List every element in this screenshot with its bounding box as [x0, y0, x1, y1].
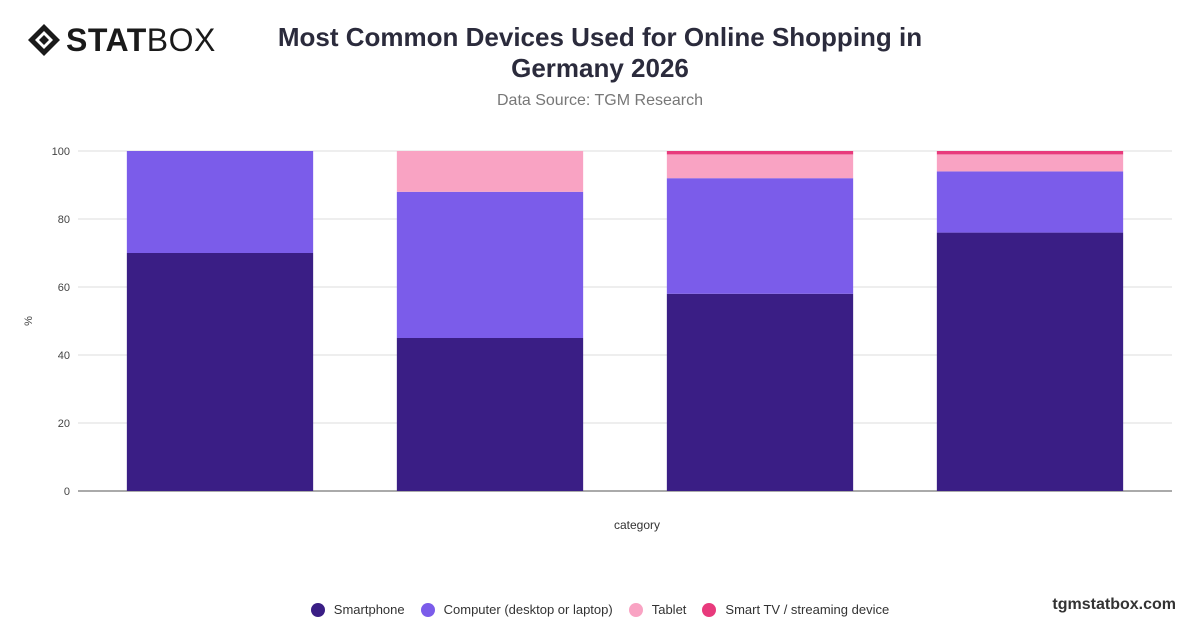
chart-legend: Smartphone Computer (desktop or laptop) Ta… [0, 602, 1200, 617]
stacked-bar-chart: 0 20 40 60 80 100% category [23, 146, 1172, 532]
logo-text: STATBOX [66, 22, 216, 58]
chart-subtitle: Data Source: TGM Research [496, 92, 703, 109]
y-tick-label: 80 [58, 214, 70, 226]
legend-label: Smart TV / streaming device [725, 602, 890, 617]
y-tick-label: 60 [58, 282, 70, 294]
bar-tablet [396, 151, 584, 192]
bar-smart-tv-streaming-device [666, 151, 854, 155]
bar-computer-desktop-or-laptop [666, 178, 854, 294]
legend-item: Tablet [628, 602, 687, 617]
legend-swatch [310, 602, 325, 617]
bar-smartphone [126, 253, 314, 491]
y-axis-label: % [23, 316, 35, 326]
bar-smartphone [666, 293, 854, 491]
legend-swatch [628, 602, 643, 617]
legend-item: Computer (desktop or laptop) [420, 602, 613, 617]
logo-text-strong: STAT [66, 22, 147, 58]
y-tick-label: 100 [52, 146, 70, 158]
bar-tablet [666, 154, 854, 179]
legend-label: Smartphone [333, 602, 405, 617]
legend-item: Smartphone [310, 602, 405, 617]
bar-computer-desktop-or-laptop [126, 151, 314, 253]
bar-computer-desktop-or-laptop [936, 171, 1124, 233]
legend-swatch [702, 602, 717, 617]
statbox-logo: STATBOX [26, 22, 216, 58]
bar-tablet [936, 154, 1124, 172]
bar-smartphone [936, 232, 1124, 491]
legend-label: Tablet [651, 602, 687, 617]
watermark: tgmstatbox.com [1052, 596, 1176, 613]
x-axis-label: category [614, 518, 660, 532]
y-tick-label: 20 [58, 418, 70, 430]
legend-label: Computer (desktop or laptop) [443, 602, 613, 617]
legend-item: Smart TV / streaming device [702, 602, 889, 617]
bar-computer-desktop-or-laptop [396, 191, 584, 338]
bar-smart-tv-streaming-device [936, 151, 1124, 155]
legend-swatch [420, 602, 435, 617]
bar-smartphone [396, 338, 584, 491]
chart-title: Most Common Devices Used for Online Shop… [277, 22, 923, 83]
y-tick-label: 0 [64, 486, 70, 498]
y-tick-label: 40 [58, 350, 70, 362]
logo-text-light: BOX [146, 22, 216, 58]
diamond-logo-icon [28, 24, 60, 56]
